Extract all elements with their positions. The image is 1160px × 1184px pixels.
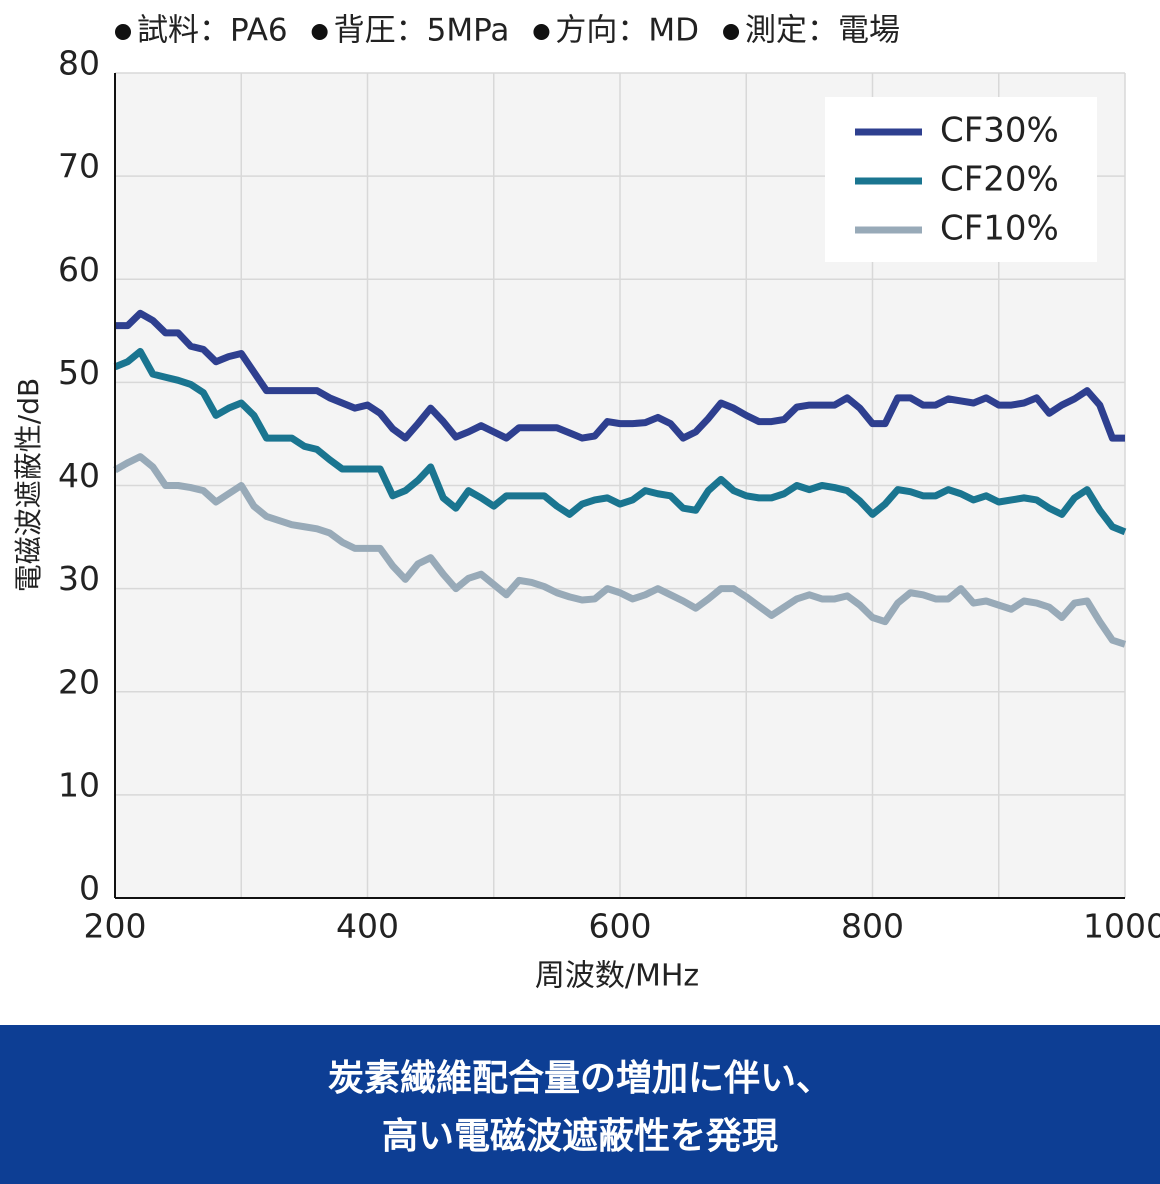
y-tick-label: 0	[79, 869, 100, 908]
y-tick-label: 80	[58, 44, 100, 83]
bullet	[723, 24, 740, 40]
x-tick-label: 800	[841, 907, 904, 946]
x-axis-label: 周波数/MHz	[535, 959, 699, 994]
y-tick-label: 60	[58, 250, 100, 289]
bullet	[533, 24, 550, 40]
series-line	[113, 453, 1127, 648]
caption-banner	[0, 1025, 1160, 1184]
x-tick-label: 600	[589, 907, 652, 946]
series-line	[115, 309, 1125, 442]
condition: 方向：MD	[555, 13, 699, 49]
bullet	[311, 24, 328, 40]
legend-label: CF20%	[940, 160, 1059, 200]
series-line	[113, 347, 1127, 536]
condition: 測定：電場	[745, 13, 900, 49]
x-tick-label: 400	[336, 907, 399, 946]
y-tick-label: 70	[58, 147, 100, 186]
y-tick-label: 30	[58, 559, 100, 598]
x-tick-label: 200	[84, 907, 147, 946]
caption-line: 炭素繊維配合量の増加に伴い、	[328, 1058, 832, 1099]
legend-label: CF10%	[940, 209, 1059, 249]
y-axis-label: 電磁波遮蔽性/dB	[12, 378, 45, 592]
condition: 試料：PA6	[137, 13, 288, 49]
legend-label: CF30%	[940, 111, 1059, 151]
caption-line: 高い電磁波遮蔽性を発現	[382, 1116, 778, 1157]
y-tick-label: 10	[58, 765, 100, 804]
x-tick-label: 1000	[1083, 907, 1160, 946]
condition: 背圧：5MPa	[334, 13, 510, 49]
y-tick-label: 20	[58, 662, 100, 701]
bullet	[115, 24, 131, 40]
y-tick-label: 40	[58, 456, 100, 495]
y-tick-label: 50	[58, 353, 100, 392]
